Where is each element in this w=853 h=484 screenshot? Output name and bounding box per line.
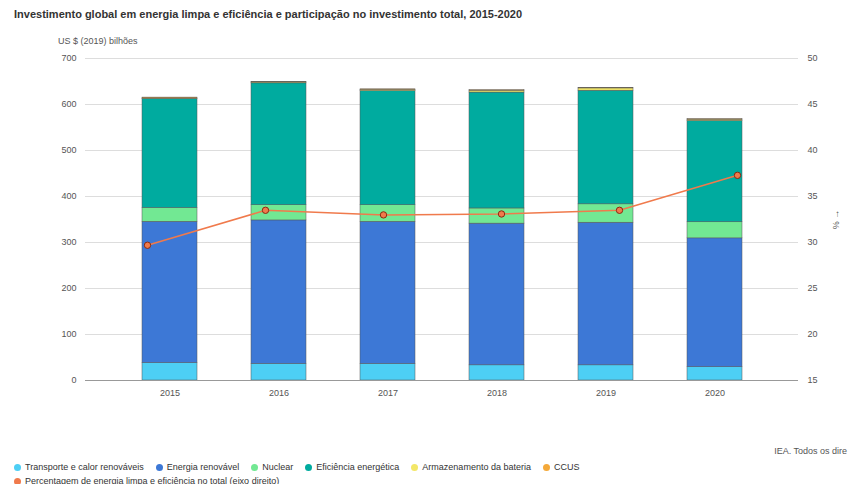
html-text:CCUS: CCUS [553,462,580,472]
svg-text:400: 400 [61,191,76,201]
html-text:Nuclear: Nuclear [262,462,294,472]
svg-text:300: 300 [61,237,76,247]
svg-text:200: 200 [61,283,76,293]
svg-text:30: 30 [808,237,818,247]
svg-text:600: 600 [61,99,76,109]
svg-text:2019: 2019 [596,388,616,398]
svg-text:15: 15 [808,375,818,385]
svg-text:40: 40 [808,145,818,155]
svg-text:2018: 2018 [487,388,507,398]
svg-text:700: 700 [61,53,76,63]
html-text:US $ (2019) bilhões: US $ (2019) bilhões [58,36,138,46]
svg-text:500: 500 [61,145,76,155]
html-text:Eficiência energética: Eficiência energética [316,462,400,472]
html-text:IEA. Todos os dire: IEA. Todos os dire [774,446,847,456]
svg-text:100: 100 [61,329,76,339]
svg-text:25: 25 [808,283,818,293]
svg-text:% →: % → [831,210,841,230]
html-text:Armazenamento da bateria: Armazenamento da bateria [422,462,531,472]
svg-text:20: 20 [808,329,818,339]
svg-text:35: 35 [808,191,818,201]
html-text:Energia renovável: Energia renovável [166,462,240,472]
svg-text:2016: 2016 [269,388,289,398]
html-text:Investimento global em energia: Investimento global em energia limpa e e… [14,8,522,20]
html-text:Transporte e calor renováveis: Transporte e calor renováveis [25,462,144,472]
svg-text:2015: 2015 [160,388,180,398]
svg-text:0: 0 [71,375,76,385]
svg-text:2017: 2017 [378,388,398,398]
svg-text:50: 50 [808,53,818,63]
svg-text:2020: 2020 [705,388,725,398]
svg-text:45: 45 [808,99,818,109]
